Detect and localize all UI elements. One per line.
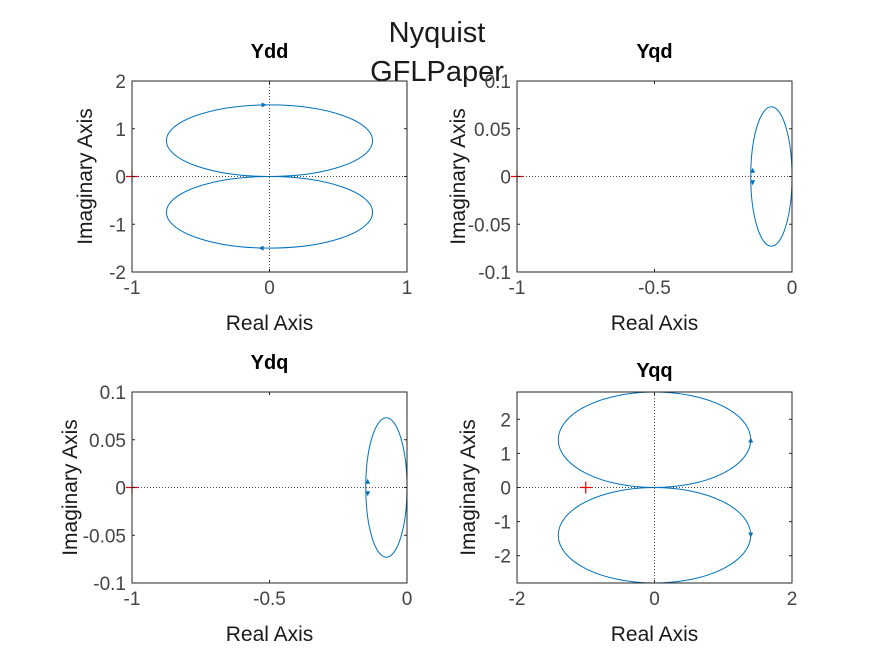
nyquist-yqd-xtick-label-2: 0 bbox=[787, 278, 798, 299]
nyquist-yqd-ytick-label-2: 0 bbox=[500, 168, 511, 189]
nyquist-ydd-ytick-label-2: 0 bbox=[115, 168, 126, 189]
nyquist-yqq-xtick-label-2: 2 bbox=[787, 589, 798, 610]
nyquist-yqd-ytick-label-3: 0.05 bbox=[474, 120, 511, 141]
nyquist-yqq-ytick-label-1: -1 bbox=[494, 513, 511, 534]
nyquist-ydq-xlabel: Real Axis bbox=[226, 623, 314, 646]
nyquist-yqq-title: Yqq bbox=[636, 360, 672, 382]
nyquist-yqq-ytick-label-0: -2 bbox=[494, 547, 511, 568]
nyquist-yqd-nyquist-loop-0 bbox=[750, 106, 792, 247]
nyquist-ydd-ytick-label-3: 1 bbox=[115, 120, 126, 141]
nyquist-ydq-xtick-label-1: -0.5 bbox=[253, 589, 286, 610]
nyquist-yqq-ytick-label-4: 2 bbox=[500, 410, 511, 431]
nyquist-ydd-ylabel: Imaginary Axis bbox=[74, 108, 97, 245]
nyquist-ydd-ytick-label-4: 2 bbox=[115, 72, 126, 93]
nyquist-yqd-panel: -1 -0.5 0 -0.1 -0.05 0 0.05 0.1 Yqd Real Axis Imag… bbox=[447, 41, 797, 335]
nyquist-ydd-xtick-label-2: 1 bbox=[402, 278, 413, 299]
nyquist-yqq-nyquist-loop-1 bbox=[557, 487, 752, 583]
nyquist-yqd-ytick-label-0: -0.1 bbox=[478, 263, 511, 284]
nyquist-yqd-xtick-label-1: -0.5 bbox=[638, 278, 671, 299]
nyquist-yqq-direction-arrow-0 bbox=[748, 437, 754, 443]
nyquist-ydq-xtick-label-2: 0 bbox=[402, 589, 413, 610]
nyquist-ydq-title: Ydq bbox=[251, 352, 289, 374]
nyquist-yqd-xlabel: Real Axis bbox=[611, 312, 699, 335]
nyquist-ydd-direction-arrow-1 bbox=[258, 245, 264, 251]
nyquist-ydd-xlabel: Real Axis bbox=[226, 312, 314, 335]
nyquist-ydq-nyquist-loop-0 bbox=[365, 417, 407, 558]
nyquist-yqq-xlabel: Real Axis bbox=[611, 623, 699, 646]
nyquist-yqq-ytick-label-2: 0 bbox=[500, 479, 511, 500]
nyquist-ydq-direction-arrow-1 bbox=[365, 491, 371, 497]
nyquist-ydq-direction-arrow-0 bbox=[365, 478, 371, 484]
nyquist-ydd-xtick-label-0: -1 bbox=[124, 278, 141, 299]
nyquist-yqq-direction-arrow-1 bbox=[748, 532, 754, 538]
nyquist-ydq-ylabel: Imaginary Axis bbox=[59, 419, 82, 556]
nyquist-yqd-ytick-label-4: 0.1 bbox=[485, 72, 511, 93]
nyquist-yqd-direction-arrow-1 bbox=[750, 180, 756, 186]
nyquist-ydq-ytick-label-4: 0.1 bbox=[100, 383, 126, 404]
nyquist-ydq-ytick-label-3: 0.05 bbox=[89, 431, 126, 452]
nyquist-yqd-direction-arrow-0 bbox=[750, 167, 756, 173]
nyquist-yqd-xtick-label-0: -1 bbox=[509, 278, 526, 299]
nyquist-yqd-curves bbox=[750, 106, 792, 247]
nyquist-yqq-xtick-label-0: -2 bbox=[509, 589, 526, 610]
nyquist-yqq-ytick-label-3: 1 bbox=[500, 444, 511, 465]
nyquist-ydq-curves bbox=[365, 417, 407, 558]
nyquist-yqd-ylabel: Imaginary Axis bbox=[447, 108, 470, 245]
nyquist-ydq-ytick-label-0: -0.1 bbox=[93, 574, 126, 595]
nyquist-ydd-nyquist-loop-1 bbox=[165, 176, 374, 249]
nyquist-ydq-panel: -1 -0.5 0 -0.1 -0.05 0 0.05 0.1 Ydq Real Axis Imag… bbox=[59, 352, 412, 646]
nyquist-ydd-curves bbox=[165, 104, 374, 249]
nyquist-yqd-ytick-label-1: -0.05 bbox=[468, 215, 511, 236]
nyquist-ydd-direction-arrow-0 bbox=[261, 102, 267, 108]
nyquist-yqq-xtick-label-1: 0 bbox=[649, 589, 660, 610]
nyquist-yqq-panel: -2 0 2 -2 -1 0 1 2 Yqq Real Axis Imaginary Axis bbox=[457, 360, 797, 646]
figure-title-line-2: GFLPaper bbox=[370, 56, 504, 88]
nyquist-ydd-ytick-label-1: -1 bbox=[109, 215, 126, 236]
nyquist-ydq-xtick-label-0: -1 bbox=[124, 589, 141, 610]
nyquist-ydq-ytick-label-1: -0.05 bbox=[83, 526, 126, 547]
figure-title-line-1: Nyquist bbox=[389, 17, 486, 49]
nyquist-yqq-ylabel: Imaginary Axis bbox=[457, 419, 480, 556]
nyquist-ydd-title: Ydd bbox=[251, 41, 289, 63]
nyquist-yqd-title: Yqd bbox=[636, 41, 672, 63]
nyquist-ydq-ytick-label-2: 0 bbox=[115, 479, 126, 500]
nyquist-ydd-xtick-label-1: 0 bbox=[264, 278, 275, 299]
nyquist-ydd-ytick-label-0: -2 bbox=[109, 263, 126, 284]
